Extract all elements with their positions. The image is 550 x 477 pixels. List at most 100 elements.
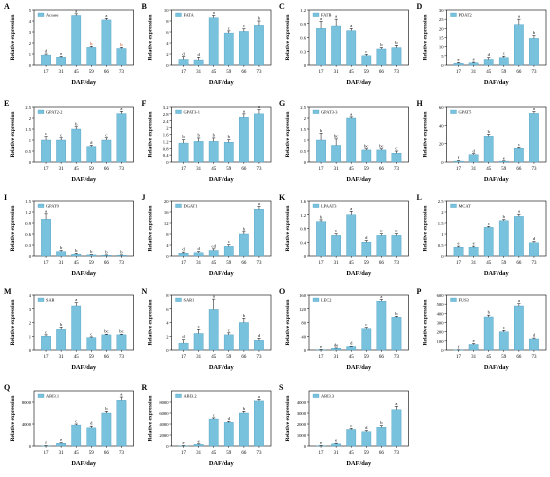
y-tick-label: 0.5 — [300, 149, 306, 154]
bar — [376, 300, 387, 351]
bar — [208, 309, 219, 351]
significance-letter: b — [380, 42, 383, 47]
significance-letter: bc — [119, 329, 123, 334]
y-axis-label: Relative expression — [423, 111, 429, 158]
significance-letter: f — [458, 344, 460, 349]
significance-letter: b — [60, 245, 63, 250]
significance-letter: c — [228, 327, 230, 332]
significance-letter: a — [518, 209, 520, 214]
y-axis-label: Relative expression — [148, 299, 154, 346]
y-tick-label: 25 — [439, 17, 444, 22]
legend-swatch — [175, 393, 182, 398]
bar — [254, 340, 264, 351]
y-tick-label: 0.8 — [163, 146, 169, 151]
x-tick-label: 31 — [334, 261, 340, 266]
bar — [86, 254, 97, 257]
significance-letter: d — [533, 236, 536, 241]
panel-d: D 0 5 10 15 20 25 30 Relative expression e 17 e 31 d 4… — [417, 2, 547, 86]
panel-j: J 0 4 8 12 16 20 Relative expression d 17 d 31 cd 45 c… — [142, 193, 272, 277]
x-tick-label: 17 — [44, 451, 50, 456]
x-tick-label: 59 — [501, 355, 507, 360]
x-axis-label: DAF/day — [71, 460, 97, 467]
x-tick-label: 45 — [211, 451, 217, 456]
legend-swatch — [450, 109, 457, 114]
x-tick-label: 17 — [181, 355, 187, 360]
y-tick-label: 4000 — [22, 422, 32, 427]
significance-letter: b — [320, 214, 323, 219]
x-tick-label: 59 — [501, 70, 507, 75]
y-tick-label: 30 — [439, 8, 444, 13]
legend-swatch — [37, 12, 45, 17]
y-tick-label: 1000 — [297, 433, 307, 438]
panel-letter: H — [417, 99, 424, 108]
significance-letter: c — [198, 324, 200, 329]
x-tick-label: 66 — [241, 451, 247, 456]
y-tick-label: 1 — [29, 334, 32, 339]
x-tick-label: 59 — [364, 451, 370, 456]
x-axis-label: DAF/day — [346, 79, 372, 86]
significance-letter: a — [350, 111, 352, 116]
y-tick-label: 1.6 — [163, 133, 169, 138]
significance-letter: a — [243, 108, 245, 113]
legend-swatch — [175, 109, 182, 114]
y-tick-label: 8000 — [159, 400, 169, 405]
x-tick-label: 17 — [456, 261, 462, 266]
y-tick-label: 0.4 — [300, 240, 306, 245]
bar — [468, 62, 479, 66]
significance-letter: f — [45, 440, 47, 445]
significance-letter: a — [258, 201, 260, 206]
y-tick-label: 10 — [439, 45, 444, 50]
bar — [331, 235, 342, 257]
y-tick-label: 0.5 — [438, 243, 444, 248]
panel-n: N 0 2 4 6 8 Relative expression d 17 c 31 a 45 c 59 b 66… — [142, 287, 272, 371]
bar — [101, 412, 112, 447]
x-tick-label: 31 — [334, 70, 340, 75]
bar — [208, 250, 219, 257]
significance-letter: d — [258, 333, 261, 338]
bar — [223, 334, 234, 351]
x-axis-label: DAF/day — [71, 79, 97, 86]
y-tick-label: 200 — [437, 330, 445, 335]
significance-letter: a — [395, 401, 397, 406]
plot-frame — [171, 200, 272, 257]
significance-letter: c — [518, 142, 520, 147]
y-tick-label: 2000 — [159, 433, 169, 438]
x-tick-label: 73 — [256, 70, 262, 75]
y-tick-label: 1.2 — [300, 8, 306, 13]
significance-letter: d — [182, 247, 185, 252]
significance-letter: c — [503, 51, 505, 56]
x-tick-label: 59 — [226, 261, 232, 266]
bar — [254, 209, 264, 257]
y-tick-label: 2.5 — [25, 105, 31, 110]
significance-letter: f — [458, 155, 460, 160]
significance-letter: c — [395, 146, 397, 151]
y-tick-label: 0.8 — [300, 227, 306, 232]
significance-letter: c — [503, 325, 505, 330]
x-tick-label: 59 — [89, 451, 95, 456]
bar — [361, 55, 372, 66]
significance-letter: c — [105, 132, 107, 137]
x-tick-label: 73 — [394, 167, 400, 172]
bar — [178, 59, 189, 66]
significance-letter: b — [120, 249, 123, 254]
y-tick-label: 12 — [164, 221, 169, 226]
legend-label: FATB — [321, 12, 331, 17]
y-tick-label: 1.5 — [25, 127, 31, 132]
y-axis-label: Relative expression — [285, 205, 291, 252]
y-tick-label: 0 — [29, 160, 32, 165]
legend-label: SAR — [46, 297, 55, 302]
bar — [223, 142, 234, 163]
y-tick-label: 4000 — [297, 400, 307, 405]
significance-letter: c — [45, 131, 47, 136]
x-tick-label: 17 — [44, 355, 50, 360]
bar — [116, 113, 127, 163]
significance-letter: a — [105, 13, 107, 18]
significance-letter: e — [335, 438, 337, 443]
legend-swatch — [37, 203, 45, 208]
y-tick-label: 2 — [304, 116, 307, 121]
significance-letter: c — [350, 423, 352, 428]
bar — [223, 246, 234, 257]
y-tick-label: 3.2 — [163, 105, 169, 110]
bar — [86, 337, 97, 351]
bar — [41, 336, 51, 351]
